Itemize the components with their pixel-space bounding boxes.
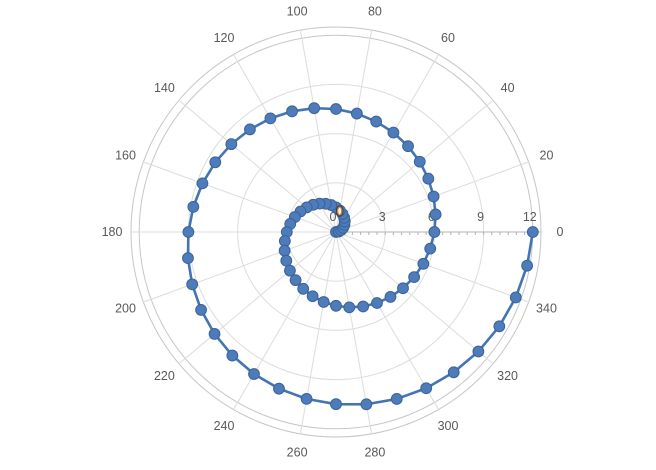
angular-tick-label: 280 <box>364 446 385 460</box>
angular-tick-label: 80 <box>368 4 382 18</box>
data-point-marker[interactable] <box>350 107 363 120</box>
spiral-series-line <box>186 106 535 406</box>
data-point-marker[interactable] <box>371 297 383 309</box>
angular-tick-label: 220 <box>154 369 175 383</box>
highlight-ring-inner <box>336 206 343 216</box>
data-point-marker[interactable] <box>370 115 383 128</box>
data-point-marker[interactable] <box>428 226 441 238</box>
angular-tick-label: 200 <box>115 302 136 316</box>
data-point-marker[interactable] <box>208 328 221 340</box>
angular-gridline-spoke <box>233 231 337 410</box>
data-point-marker[interactable] <box>273 382 285 395</box>
data-point-marker[interactable] <box>417 257 430 270</box>
data-point-marker[interactable] <box>526 226 539 238</box>
angular-tick-label: 120 <box>214 31 235 45</box>
data-point-marker[interactable] <box>330 299 342 312</box>
data-point-marker[interactable] <box>360 398 373 411</box>
angular-tick-label: 300 <box>438 419 459 433</box>
data-point-marker[interactable] <box>300 392 313 405</box>
data-point-marker[interactable] <box>286 105 298 118</box>
data-point-marker[interactable] <box>226 349 239 362</box>
angular-tick-label: 40 <box>501 81 515 95</box>
highlight-ring-outer <box>335 205 344 217</box>
data-point-marker[interactable] <box>472 345 485 358</box>
radial-tick-label: 12 <box>523 210 537 224</box>
angular-gridline-spoke <box>335 231 439 410</box>
data-point-marker[interactable] <box>317 296 330 308</box>
data-point-marker[interactable] <box>387 126 400 139</box>
angular-tick-label: 100 <box>287 4 308 18</box>
data-point-marker[interactable] <box>422 172 435 185</box>
data-point-marker[interactable] <box>420 382 433 395</box>
data-point-marker[interactable] <box>413 155 426 168</box>
data-point-marker[interactable] <box>521 259 534 272</box>
data-point-marker[interactable] <box>330 103 342 115</box>
radial-tick-label: 3 <box>379 210 386 224</box>
angular-tick-label: 20 <box>540 148 554 162</box>
data-point-marker[interactable] <box>278 235 291 247</box>
angular-gridline-spoke <box>335 30 373 233</box>
angular-gridline-spoke <box>335 231 494 365</box>
data-point-marker[interactable] <box>408 271 421 284</box>
data-point-marker[interactable] <box>186 278 199 291</box>
data-point-marker[interactable] <box>357 300 370 313</box>
data-point-marker[interactable] <box>390 393 403 405</box>
data-point-marker[interactable] <box>429 208 442 221</box>
data-point-marker[interactable] <box>195 304 207 316</box>
data-point-marker[interactable] <box>447 366 460 379</box>
data-point-marker[interactable] <box>225 138 238 151</box>
angular-gridline-spoke <box>299 30 337 233</box>
data-point-marker[interactable] <box>424 242 437 255</box>
angular-tick-label: 0 <box>557 225 564 239</box>
data-point-marker[interactable] <box>289 274 302 287</box>
data-point-marker[interactable] <box>330 398 342 411</box>
data-point-marker[interactable] <box>209 156 222 169</box>
data-point-marker[interactable] <box>182 226 195 238</box>
angular-tick-label: 260 <box>287 446 308 460</box>
data-point-marker[interactable] <box>343 301 356 314</box>
angular-tick-label: 60 <box>441 31 455 45</box>
angular-gridline-spoke <box>143 161 337 233</box>
data-point-marker[interactable] <box>244 123 256 136</box>
data-point-marker[interactable] <box>187 200 200 213</box>
angular-tick-label: 240 <box>214 419 235 433</box>
data-point-marker[interactable] <box>280 254 293 267</box>
data-point-marker[interactable] <box>278 244 291 257</box>
data-point-marker[interactable] <box>248 368 260 380</box>
angular-gridline-spoke <box>178 99 337 233</box>
data-point-marker[interactable] <box>384 291 397 303</box>
radial-tick-label: 9 <box>477 210 484 224</box>
data-point-marker[interactable] <box>196 177 209 190</box>
data-point-marker[interactable] <box>397 282 409 295</box>
angular-tick-label: 160 <box>115 148 136 162</box>
data-point-marker[interactable] <box>297 282 310 295</box>
data-point-marker[interactable] <box>509 291 522 304</box>
data-point-marker[interactable] <box>402 140 414 153</box>
angular-tick-label: 320 <box>497 369 518 383</box>
data-point-marker[interactable] <box>308 102 321 115</box>
angular-gridline-spoke <box>143 231 337 303</box>
angular-tick-label: 140 <box>154 81 175 95</box>
angular-tick-label: 180 <box>102 225 123 239</box>
angular-gridline-spoke <box>335 231 529 303</box>
data-point-marker[interactable] <box>284 264 296 277</box>
data-point-marker[interactable] <box>427 190 440 203</box>
data-point-marker[interactable] <box>182 252 194 265</box>
data-point-marker[interactable] <box>306 290 319 303</box>
angular-gridline-spoke <box>335 54 439 233</box>
radial-tick-label: 0 <box>330 210 337 224</box>
data-point-marker[interactable] <box>493 320 506 333</box>
angular-tick-label: 340 <box>536 302 557 316</box>
angular-gridline-spoke <box>178 231 337 365</box>
angular-gridline-spoke <box>335 99 494 233</box>
data-point-marker[interactable] <box>264 112 277 125</box>
